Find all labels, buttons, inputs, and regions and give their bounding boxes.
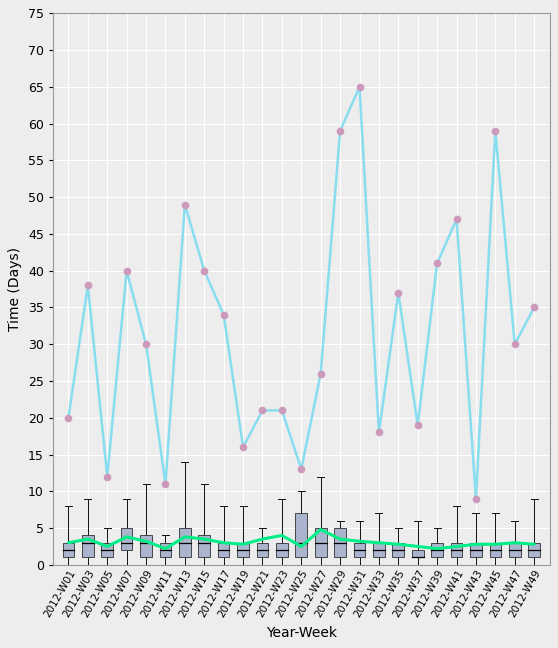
Bar bbox=[296, 513, 307, 557]
Bar bbox=[528, 543, 540, 557]
Bar bbox=[354, 543, 365, 557]
Bar bbox=[470, 543, 482, 557]
Bar bbox=[257, 543, 268, 557]
X-axis label: Year-Week: Year-Week bbox=[266, 626, 337, 640]
Bar bbox=[218, 543, 229, 557]
Bar bbox=[237, 543, 249, 557]
Bar bbox=[509, 543, 521, 557]
Bar bbox=[373, 543, 384, 557]
Y-axis label: Time (Days): Time (Days) bbox=[8, 247, 22, 331]
Bar bbox=[62, 543, 74, 557]
Bar bbox=[315, 528, 326, 557]
Bar bbox=[276, 543, 288, 557]
Bar bbox=[82, 535, 94, 557]
Bar bbox=[334, 528, 346, 557]
Bar bbox=[102, 543, 113, 557]
Bar bbox=[451, 543, 463, 557]
Bar bbox=[412, 550, 424, 557]
Bar bbox=[121, 528, 132, 550]
Bar bbox=[199, 535, 210, 557]
Bar bbox=[431, 543, 443, 557]
Bar bbox=[179, 528, 191, 557]
Bar bbox=[489, 543, 501, 557]
Bar bbox=[140, 535, 152, 557]
Bar bbox=[392, 543, 404, 557]
Bar bbox=[160, 543, 171, 557]
